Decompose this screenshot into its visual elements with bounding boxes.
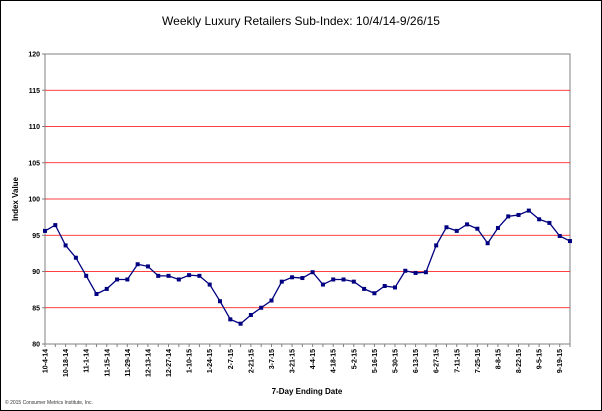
x-tick-label: 3-7-15 xyxy=(269,349,276,369)
data-point xyxy=(218,299,222,304)
data-point xyxy=(94,291,99,296)
series-layer xyxy=(43,208,572,326)
y-tick-label: 120 xyxy=(28,52,40,59)
y-axis-ticks: 80 85 90 95 100 105 110 115 120 xyxy=(28,52,45,349)
data-point xyxy=(156,273,161,278)
y-tick-label: 110 xyxy=(29,124,40,131)
y-tick-label: 90 xyxy=(32,269,40,276)
x-tick-label: 12-13-14 xyxy=(145,349,152,377)
data-point xyxy=(259,305,264,310)
data-point xyxy=(444,225,449,230)
x-tick-label: 8-22-15 xyxy=(516,349,523,373)
x-tick-label: 7-11-15 xyxy=(454,349,461,373)
data-point xyxy=(434,243,439,248)
data-point xyxy=(145,264,150,269)
data-point xyxy=(547,220,552,225)
data-point xyxy=(485,241,490,246)
x-tick-label: 6-27-15 xyxy=(434,349,441,373)
data-point xyxy=(166,273,171,278)
x-tick-label: 5-30-15 xyxy=(393,349,400,373)
x-tick-label: 11-29-14 xyxy=(125,349,132,377)
data-point xyxy=(238,321,243,326)
data-point xyxy=(228,317,233,322)
y-tick-label: 100 xyxy=(28,197,40,204)
data-point xyxy=(557,233,562,238)
x-tick-label: 4-18-15 xyxy=(331,349,338,373)
data-point xyxy=(53,223,58,228)
data-point xyxy=(382,284,387,288)
data-point xyxy=(300,276,305,281)
data-point xyxy=(197,273,202,278)
data-point xyxy=(63,243,68,248)
x-tick-label: 11-15-14 xyxy=(104,349,111,377)
series-line xyxy=(44,209,571,325)
x-tick-label: 2-7-15 xyxy=(228,349,235,369)
x-tick-label: 9-5-15 xyxy=(537,349,544,369)
data-point xyxy=(475,226,480,231)
x-tick-label: 2-21-15 xyxy=(248,349,255,373)
y-tick-label: 80 xyxy=(32,342,40,349)
y-tick-label: 85 xyxy=(32,305,40,312)
data-point xyxy=(125,277,130,282)
data-point xyxy=(207,282,212,287)
x-tick-label: 8-8-15 xyxy=(495,349,502,369)
x-tick-label: 9-19-15 xyxy=(557,349,564,373)
data-point xyxy=(351,279,356,284)
data-point xyxy=(104,286,109,291)
data-point xyxy=(465,222,470,227)
data-point xyxy=(279,279,284,284)
data-point xyxy=(248,313,253,317)
data-point xyxy=(506,214,511,219)
data-point xyxy=(413,270,418,275)
data-point xyxy=(341,277,346,282)
data-point xyxy=(84,273,89,278)
data-point xyxy=(526,208,531,213)
data-point xyxy=(135,262,140,267)
data-point xyxy=(331,277,336,282)
data-point xyxy=(43,228,47,233)
data-point xyxy=(516,212,521,217)
x-tick-label: 5-16-15 xyxy=(372,349,379,373)
data-point xyxy=(495,226,500,230)
data-point xyxy=(423,270,428,275)
x-tick-label: 10-18-14 xyxy=(63,349,70,377)
data-point xyxy=(269,298,274,303)
data-point xyxy=(568,239,572,244)
data-point xyxy=(403,268,408,273)
x-tick-label: 4-4-15 xyxy=(310,349,317,369)
y-axis-label: Index Value xyxy=(11,176,20,221)
data-point xyxy=(372,291,377,296)
data-point xyxy=(73,255,78,260)
data-point xyxy=(310,270,315,275)
chart-title: Weekly Luxury Retailers Sub-Index: 10/4/… xyxy=(162,14,440,28)
x-axis-label: 7-Day Ending Date xyxy=(272,387,343,396)
x-tick-label: 6-13-15 xyxy=(413,349,420,373)
x-tick-label: 5-2-15 xyxy=(351,349,358,369)
data-point xyxy=(176,277,181,282)
data-point xyxy=(454,228,459,233)
y-tick-label: 115 xyxy=(29,88,40,95)
data-point xyxy=(362,286,367,291)
x-tick-label: 3-21-15 xyxy=(290,349,297,373)
data-point xyxy=(537,217,542,222)
copyright-text: © 2015 Consumer Metrics Institute, Inc. xyxy=(5,399,93,406)
x-tick-label: 1-24-15 xyxy=(207,349,214,373)
x-tick-label: 10-4-14 xyxy=(43,349,50,373)
data-point xyxy=(393,285,397,290)
data-point xyxy=(187,273,192,278)
x-tick-label: 1-10-15 xyxy=(187,349,194,373)
data-point xyxy=(115,277,120,282)
x-tick-label: 11-1-14 xyxy=(84,349,91,373)
x-tick-label: 7-25-15 xyxy=(475,349,482,373)
x-axis-ticks: 10-4-14 10-18-14 11-1-14 11-15-14 11-29-14 12… xyxy=(43,344,571,377)
y-tick-label: 105 xyxy=(28,160,40,167)
y-tick-label: 95 xyxy=(32,233,40,240)
x-tick-label: 12-27-14 xyxy=(166,349,173,377)
data-point xyxy=(290,275,295,280)
data-point xyxy=(320,282,325,287)
